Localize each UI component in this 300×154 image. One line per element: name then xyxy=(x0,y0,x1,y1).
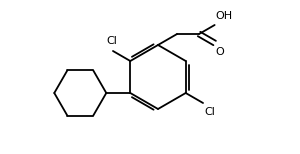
Text: OH: OH xyxy=(216,11,233,21)
Text: Cl: Cl xyxy=(204,107,215,117)
Text: Cl: Cl xyxy=(106,36,117,46)
Text: O: O xyxy=(216,47,224,57)
